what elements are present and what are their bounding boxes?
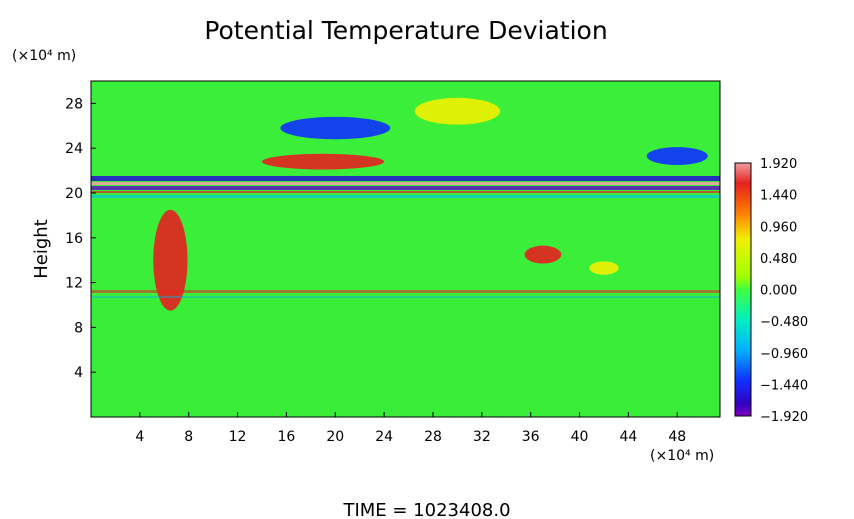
colorbar-label: −1.440	[760, 378, 808, 393]
field-feature-5	[589, 261, 619, 275]
field-feature-4	[524, 245, 562, 264]
x-tick-label: 40	[571, 429, 589, 445]
y-tick-label: 20	[65, 186, 83, 202]
time-label: TIME = 1023408.0	[342, 500, 510, 519]
colorbar	[734, 162, 752, 417]
x-tick-label: 28	[424, 429, 442, 445]
y-unit-label: (×10⁴ m)	[12, 48, 76, 64]
x-tick-label: 36	[522, 429, 540, 445]
x-tick-label: 20	[326, 429, 344, 445]
field-feature-1	[414, 97, 501, 125]
colorbar-label: 0.480	[760, 252, 797, 267]
colorbar-label: −1.920	[760, 410, 808, 425]
colorbar-label: 0.960	[760, 220, 797, 235]
x-tick-label: 44	[619, 429, 637, 445]
x-tick-label: 32	[473, 429, 491, 445]
x-tick-label: 24	[375, 429, 393, 445]
colorbar-label: 1.440	[760, 189, 797, 204]
colorbar-label: 0.000	[760, 284, 797, 299]
y-tick-label: 12	[65, 276, 83, 292]
heatmap-field	[91, 81, 720, 417]
field-feature-6	[646, 147, 708, 165]
colorbar-label: −0.480	[760, 315, 808, 330]
x-ticks: 4 8 12 16 20 24 28 32 36 40 44 48	[135, 412, 686, 445]
colorbar-labels: 1.920 1.440 0.960 0.480 0.000 −0.480 −0.960 −1.…	[760, 157, 808, 425]
colorbar-label: −0.960	[760, 347, 808, 362]
x-tick-label: 4	[135, 429, 144, 445]
y-tick-label: 8	[74, 320, 83, 336]
y-tick-label: 28	[65, 96, 83, 112]
y-axis-label: Height	[31, 219, 52, 279]
y-tick-label: 24	[65, 141, 83, 157]
y-tick-label: 16	[65, 231, 83, 247]
x-tick-label: 8	[184, 429, 193, 445]
field-feature-0	[280, 116, 391, 140]
x-unit-label: (×10⁴ m)	[650, 448, 714, 464]
field-feature-3	[153, 209, 188, 311]
field-feature-2	[261, 153, 385, 170]
y-ticks: 4 8 12 16 20 24 28	[65, 96, 96, 381]
chart-title: Potential Temperature Deviation	[204, 16, 607, 45]
plot-frame	[90, 80, 721, 418]
x-tick-label: 48	[668, 429, 686, 445]
colorbar-label: 1.920	[760, 157, 797, 172]
y-tick-label: 4	[74, 365, 83, 381]
x-tick-label: 16	[278, 429, 296, 445]
x-tick-label: 12	[229, 429, 247, 445]
